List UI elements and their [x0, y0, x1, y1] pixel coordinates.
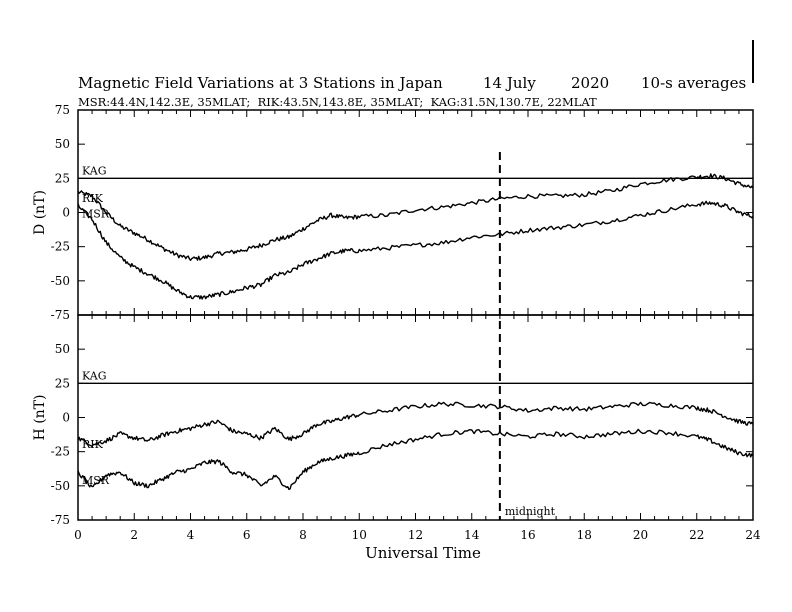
chart-averaging: 10-s averages: [641, 74, 746, 92]
chart-title: Magnetic Field Variations at 3 Stations …: [78, 74, 443, 92]
chart-year: 2020: [571, 74, 609, 92]
d-panel-series-msr-line: [77, 200, 754, 300]
x-tick-label: 0: [74, 528, 82, 542]
x-tick-label: 4: [187, 528, 195, 542]
h-panel-ytick-label: -25: [51, 445, 70, 459]
d-panel-ytick-label: -50: [51, 274, 70, 288]
station-coordinates: MSR:44.4N,142.3E, 35MLAT; RIK:43.5N,143.…: [78, 95, 597, 109]
x-tick-label: 24: [745, 528, 761, 542]
d-panel-ytick-label: 0: [62, 206, 70, 220]
x-tick-label: 18: [577, 528, 592, 542]
h-panel-series-msr-line: [77, 428, 754, 490]
x-tick-label: 2: [130, 528, 138, 542]
h-panel-ylabel: H (nT): [32, 395, 48, 441]
d-panel-ytick-label: 75: [55, 103, 70, 117]
d-panel-series-rik-line: [77, 173, 754, 261]
h-panel-ytick-label: 25: [55, 376, 70, 390]
h-panel-ytick-label: 50: [55, 342, 70, 356]
chart-date: 14 July: [483, 74, 536, 92]
plot-layer: 75 50 25 0 -25 -50 -75 D (nT) KAG RIK MSR 50 25 0 -25 -…: [32, 103, 761, 542]
d-panel-series-msr-label: MSR: [82, 208, 110, 221]
d-panel-frame: [77, 109, 754, 316]
h-panel-ytick-label: -50: [51, 479, 70, 493]
figure-header: Magnetic Field Variations at 3 Stations …: [78, 74, 746, 109]
x-axis-label: Universal Time: [365, 544, 481, 562]
x-tick-label: 12: [408, 528, 423, 542]
midnight-label: midnight: [505, 505, 556, 518]
x-tick-label: 22: [689, 528, 704, 542]
d-panel-ytick-label: -25: [51, 240, 70, 254]
x-tick-label: 6: [243, 528, 251, 542]
d-panel-series-kag-label: KAG: [82, 164, 107, 177]
d-panel-ylabel: D (nT): [32, 190, 48, 235]
d-panel-ytick-label: 25: [55, 171, 70, 185]
x-tick-label: 20: [633, 528, 648, 542]
h-panel-ytick-label: 0: [62, 411, 70, 425]
x-tick-label: 16: [520, 528, 535, 542]
h-panel-series-kag-label: KAG: [82, 369, 107, 382]
h-panel-ytick-label: -75: [51, 513, 70, 527]
d-panel-ytick-label: 50: [55, 137, 70, 151]
h-panel-series-rik-label: RIK: [82, 438, 104, 451]
x-tick-label: 14: [464, 528, 480, 542]
x-tick-label: 10: [352, 528, 367, 542]
h-panel-series-msr-label: MSR: [82, 474, 110, 487]
h-panel-frame: [77, 314, 754, 521]
x-tick-label: 8: [299, 528, 307, 542]
d-panel-ytick-label: -75: [51, 308, 70, 322]
d-panel-series-rik-label: RIK: [82, 192, 104, 205]
h-panel-series-rik-line: [77, 401, 754, 448]
